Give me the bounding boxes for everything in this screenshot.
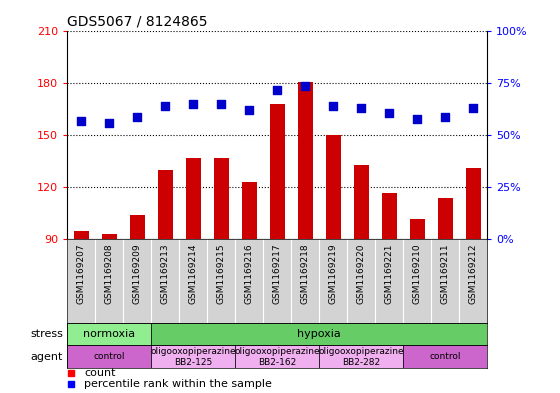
Point [273, 86, 282, 93]
Text: normoxia: normoxia [83, 329, 136, 339]
Text: control: control [430, 353, 461, 361]
Text: GSM1169221: GSM1169221 [385, 244, 394, 304]
Bar [129, 215, 145, 239]
Bar [67, 345, 151, 368]
Bar [297, 82, 313, 239]
Bar [151, 345, 235, 368]
Bar [381, 193, 397, 239]
Text: GSM1169220: GSM1169220 [357, 244, 366, 304]
Text: GSM1169219: GSM1169219 [329, 244, 338, 304]
Point [105, 120, 114, 126]
Text: GSM1169216: GSM1169216 [245, 244, 254, 304]
Bar [67, 323, 151, 345]
Text: GSM1169207: GSM1169207 [77, 244, 86, 304]
Text: oligooxopiperazine
BB2-125: oligooxopiperazine BB2-125 [151, 347, 236, 367]
Point [133, 114, 142, 120]
Bar [157, 170, 173, 239]
Text: GSM1169215: GSM1169215 [217, 244, 226, 304]
Text: GSM1169208: GSM1169208 [105, 244, 114, 304]
Point [245, 107, 254, 114]
Bar [213, 158, 229, 239]
Text: GSM1169218: GSM1169218 [301, 244, 310, 304]
Bar [403, 345, 487, 368]
Text: GSM1169209: GSM1169209 [133, 244, 142, 304]
Point [441, 114, 450, 120]
Text: GSM1169211: GSM1169211 [441, 244, 450, 304]
Text: GDS5067 / 8124865: GDS5067 / 8124865 [67, 15, 208, 29]
Text: GSM1169212: GSM1169212 [469, 244, 478, 304]
Text: stress: stress [30, 329, 63, 339]
Point [217, 101, 226, 107]
Point [161, 103, 170, 109]
Point [329, 103, 338, 109]
Point [301, 83, 310, 89]
Bar [465, 168, 481, 239]
Point [77, 118, 86, 124]
Text: GSM1169214: GSM1169214 [189, 244, 198, 304]
Bar [241, 182, 257, 239]
Point [469, 105, 478, 112]
Text: hypoxia: hypoxia [297, 329, 341, 339]
Text: oligooxopiperazine
BB2-162: oligooxopiperazine BB2-162 [235, 347, 320, 367]
Point [357, 105, 366, 112]
Text: control: control [94, 353, 125, 361]
Point [385, 109, 394, 116]
Bar [151, 323, 487, 345]
Bar [353, 165, 369, 239]
Point [189, 101, 198, 107]
Bar [185, 158, 201, 239]
Text: percentile rank within the sample: percentile rank within the sample [84, 379, 272, 389]
Bar [409, 219, 425, 239]
Bar [235, 345, 319, 368]
Text: count: count [84, 369, 115, 378]
Bar [437, 198, 453, 239]
Text: GSM1169213: GSM1169213 [161, 244, 170, 304]
Bar [101, 234, 117, 239]
Bar [319, 345, 403, 368]
Bar [269, 104, 285, 239]
Bar [325, 136, 341, 239]
Text: oligooxopiperazine
BB2-282: oligooxopiperazine BB2-282 [319, 347, 404, 367]
Point [413, 116, 422, 122]
Text: GSM1169217: GSM1169217 [273, 244, 282, 304]
Text: GSM1169210: GSM1169210 [413, 244, 422, 304]
Text: agent: agent [31, 352, 63, 362]
Bar [73, 231, 89, 239]
